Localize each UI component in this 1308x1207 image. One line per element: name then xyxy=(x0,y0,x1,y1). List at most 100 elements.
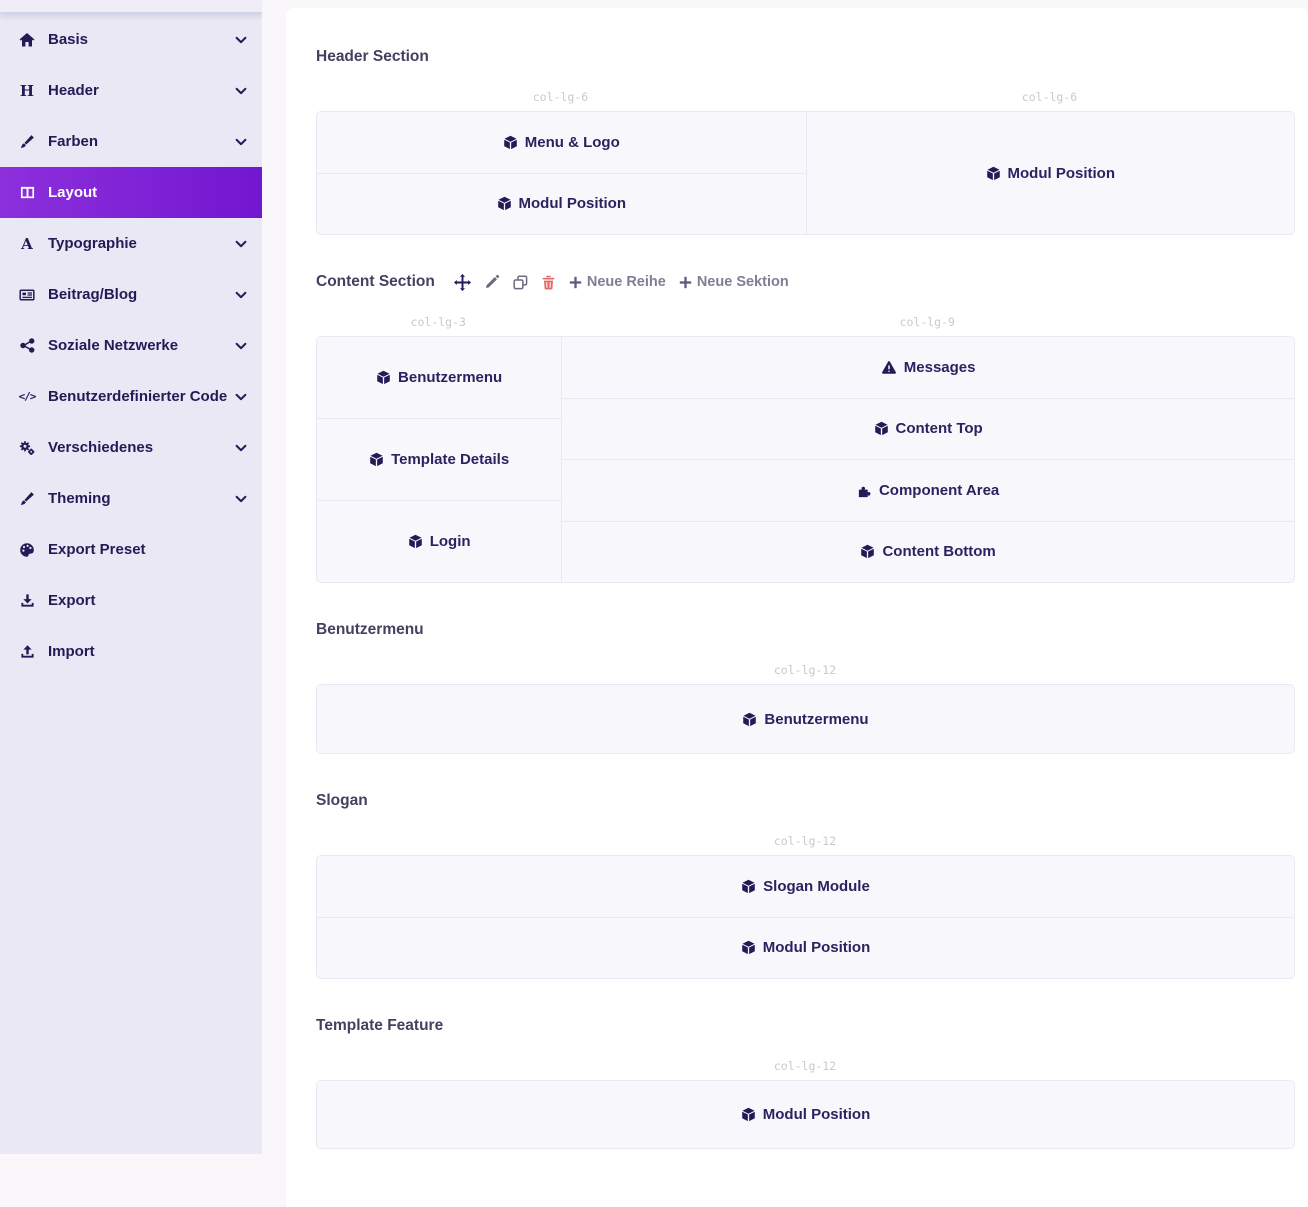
cube-icon xyxy=(986,166,1001,181)
module-benutzermenu[interactable]: Benutzermenu xyxy=(317,685,1294,753)
layout-editor-panel: Header Section col-lg-6 col-lg-6 Menu & … xyxy=(286,8,1308,1207)
section-content-section: Content Section Neue Reihe Neue Sektion xyxy=(316,273,1294,583)
home-icon xyxy=(16,32,38,48)
section-template-feature: Template Feature col-lg-12 Modul Positio… xyxy=(316,1017,1294,1149)
column-size-label: col-lg-3 xyxy=(316,315,561,329)
edit-pencil-icon[interactable] xyxy=(484,274,500,290)
cube-icon xyxy=(741,879,756,894)
share-icon xyxy=(16,338,38,353)
module-label: Modul Position xyxy=(519,195,626,212)
download-icon xyxy=(16,593,38,608)
module-modul-position[interactable]: Modul Position xyxy=(317,1081,1294,1148)
sidebar-item-label: Header xyxy=(48,82,99,99)
section-header-section: Header Section col-lg-6 col-lg-6 Menu & … xyxy=(316,48,1294,235)
chevron-down-icon xyxy=(234,288,248,302)
chevron-down-icon xyxy=(234,237,248,251)
module-slogan-module[interactable]: Slogan Module xyxy=(317,856,1294,917)
cube-icon xyxy=(376,370,391,385)
cube-icon xyxy=(741,1107,756,1122)
sidebar-item-label: Soziale Netzwerke xyxy=(48,337,178,354)
module-menu-logo[interactable]: Menu & Logo xyxy=(317,112,806,173)
column-size-label: col-lg-6 xyxy=(316,90,805,104)
chevron-down-icon xyxy=(234,33,248,47)
sidebar-item-label: Benutzerdefinierter Code xyxy=(48,388,227,405)
sidebar-item-typographie[interactable]: A Typographie xyxy=(0,218,262,269)
module-template-details[interactable]: Template Details xyxy=(317,418,561,500)
cube-icon xyxy=(741,940,756,955)
module-label: Component Area xyxy=(879,482,999,499)
sidebar-item-farben[interactable]: Farben xyxy=(0,116,262,167)
sidebar-item-benutzerdefinierter-code[interactable]: </> Benutzerdefinierter Code xyxy=(0,371,262,422)
module-label: Modul Position xyxy=(763,1106,870,1123)
section-title: Content Section xyxy=(316,273,435,291)
module-label: Messages xyxy=(904,359,976,376)
column-size-label: col-lg-6 xyxy=(805,90,1294,104)
module-component-area[interactable]: Component Area xyxy=(562,459,1294,521)
sidebar-top-divider xyxy=(0,0,262,14)
sidebar-item-beitrag-blog[interactable]: Beitrag/Blog xyxy=(0,269,262,320)
sidebar-item-label: Export Preset xyxy=(48,541,146,558)
plus-icon xyxy=(679,276,692,289)
module-modul-position[interactable]: Modul Position xyxy=(317,917,1294,979)
module-benutzermenu[interactable]: Benutzermenu xyxy=(317,337,561,418)
main-area: Header Section col-lg-6 col-lg-6 Menu & … xyxy=(262,0,1308,1154)
sidebar-item-header[interactable]: H Header xyxy=(0,65,262,116)
chevron-down-icon xyxy=(234,390,248,404)
code-icon: </> xyxy=(16,390,38,403)
sidebar-item-label: Theming xyxy=(48,490,111,507)
module-modul-position[interactable]: Modul Position xyxy=(807,112,1295,234)
new-section-button[interactable]: Neue Sektion xyxy=(679,274,789,290)
paintbrush-icon xyxy=(16,491,38,506)
trash-icon[interactable] xyxy=(541,275,556,290)
chevron-down-icon xyxy=(234,84,248,98)
cube-icon xyxy=(497,196,512,211)
module-label: Modul Position xyxy=(763,939,870,956)
module-content-bottom[interactable]: Content Bottom xyxy=(562,521,1294,583)
new-row-button[interactable]: Neue Reihe xyxy=(569,274,666,290)
chevron-down-icon xyxy=(234,492,248,506)
module-label: Slogan Module xyxy=(763,878,870,895)
sidebar-item-label: Import xyxy=(48,643,95,660)
sidebar-item-export[interactable]: Export xyxy=(0,575,262,626)
sidebar-item-label: Farben xyxy=(48,133,98,150)
sidebar-item-label: Basis xyxy=(48,31,88,48)
module-label: Benutzermenu xyxy=(764,711,868,728)
sidebar-item-export-preset[interactable]: Export Preset xyxy=(0,524,262,575)
cube-icon xyxy=(874,421,889,436)
sidebar: Basis H Header Farben Layout A Typograph… xyxy=(0,0,262,1154)
heading-icon: H xyxy=(16,82,38,100)
cube-icon xyxy=(742,712,757,727)
module-label: Content Top xyxy=(896,420,983,437)
section-title: Template Feature xyxy=(316,1017,443,1035)
section-title: Header Section xyxy=(316,48,429,66)
section-benutzermenu: Benutzermenu col-lg-12 Benutzermenu xyxy=(316,621,1294,754)
sidebar-item-basis[interactable]: Basis xyxy=(0,14,262,65)
module-label: Content Bottom xyxy=(882,543,995,560)
sidebar-item-label: Layout xyxy=(48,184,97,201)
sidebar-item-theming[interactable]: Theming xyxy=(0,473,262,524)
cube-icon xyxy=(860,544,875,559)
column-size-label: col-lg-9 xyxy=(561,315,1295,329)
module-content-top[interactable]: Content Top xyxy=(562,398,1294,460)
module-label: Benutzermenu xyxy=(398,369,502,386)
sidebar-item-import[interactable]: Import xyxy=(0,626,262,677)
cube-icon xyxy=(408,534,423,549)
module-modul-position[interactable]: Modul Position xyxy=(317,173,806,235)
module-login[interactable]: Login xyxy=(317,500,561,582)
chevron-down-icon xyxy=(234,441,248,455)
copy-icon[interactable] xyxy=(513,275,528,290)
module-label: Menu & Logo xyxy=(525,134,620,151)
chevron-down-icon xyxy=(234,339,248,353)
sidebar-item-layout[interactable]: Layout xyxy=(0,167,262,218)
section-title: Slogan xyxy=(316,792,368,810)
sidebar-item-verschiedenes[interactable]: Verschiedenes xyxy=(0,422,262,473)
sidebar-item-label: Export xyxy=(48,592,96,609)
module-messages[interactable]: Messages xyxy=(562,337,1294,398)
sidebar-item-soziale-netzwerke[interactable]: Soziale Netzwerke xyxy=(0,320,262,371)
plus-icon xyxy=(569,276,582,289)
module-label: Modul Position xyxy=(1008,165,1115,182)
section-slogan: Slogan col-lg-12 Slogan Module Modul Pos… xyxy=(316,792,1294,979)
cube-icon xyxy=(369,452,384,467)
move-icon[interactable] xyxy=(454,274,471,291)
palette-icon xyxy=(16,542,38,558)
